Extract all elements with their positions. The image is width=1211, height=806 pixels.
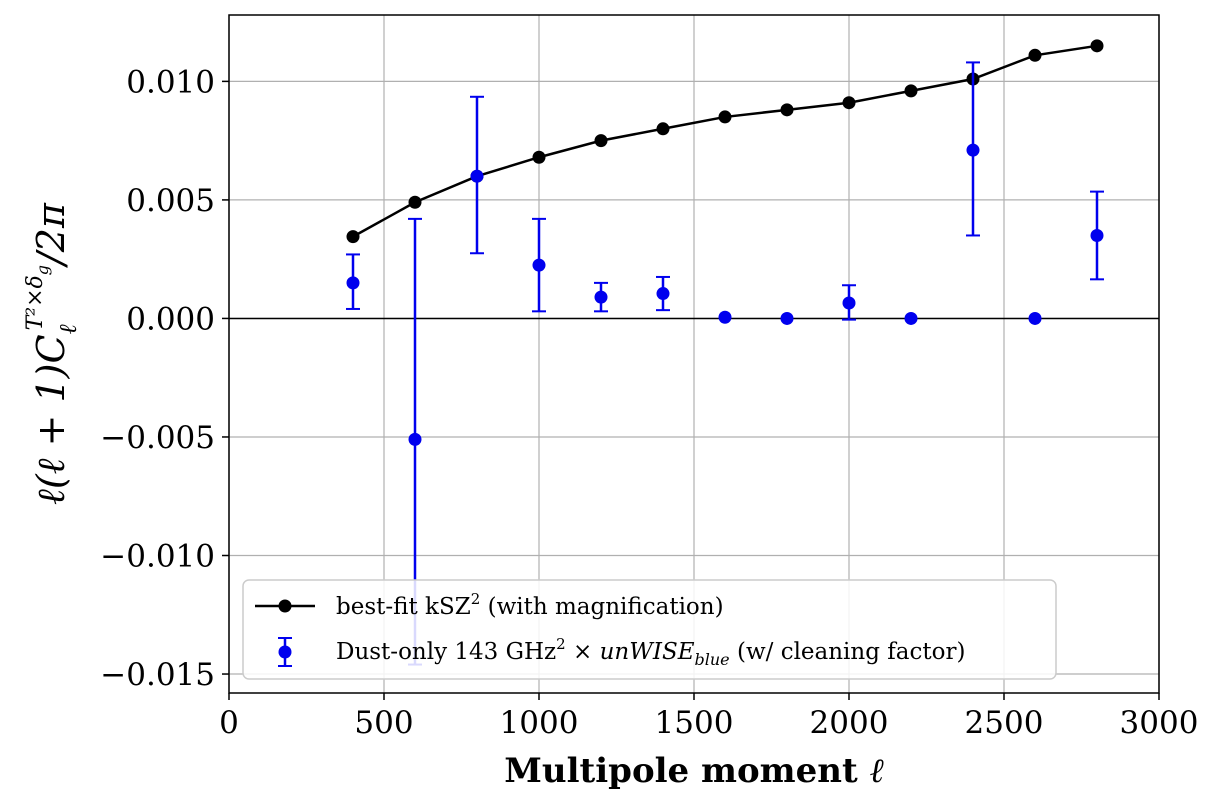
legend: best-fit kSZ2 (with magnification) Dust-…	[242, 579, 1057, 680]
dust-only-point	[656, 287, 670, 301]
y-tick-label: −0.005	[100, 420, 215, 456]
best-fit-point	[346, 230, 360, 244]
x-axis: 0 500 1000 1500 2000 2500 3000	[219, 693, 1198, 741]
best-fit-line	[352, 44, 1098, 238]
y-tick-label: 0.005	[126, 183, 215, 219]
y-tick-label: −0.010	[100, 539, 215, 575]
x-axis-label: Multipole moment ℓ	[504, 751, 883, 791]
series-dust-only	[346, 61, 1104, 666]
dust-only-point	[1028, 311, 1042, 325]
dust-only-point	[966, 143, 980, 157]
dust-only-point	[842, 296, 856, 310]
dust-only-point	[904, 311, 918, 325]
legend-label-dust-only: Dust-only 143 GHz2 × unWISEblue (w/ clea…	[336, 635, 965, 669]
x-tick-label: 500	[354, 705, 413, 741]
best-fit-point	[656, 122, 670, 136]
y-axis-label: ℓ(ℓ + 1)CℓT²×δg/2π	[23, 202, 82, 505]
legend-box	[242, 579, 1057, 680]
dust-only-point	[718, 310, 732, 324]
dust-only-point	[408, 432, 422, 446]
best-fit-point	[842, 96, 856, 110]
dust-only-point	[1090, 228, 1104, 242]
best-fit-point	[1090, 39, 1104, 53]
legend-line-marker	[278, 599, 292, 613]
y-tick-label: −0.015	[100, 657, 215, 693]
legend-label-best-fit: best-fit kSZ2 (with magnification)	[336, 590, 724, 620]
x-tick-label: 0	[219, 705, 239, 741]
best-fit-point	[594, 134, 608, 148]
dust-only-point	[780, 311, 794, 325]
dust-only-point	[594, 290, 608, 304]
y-axis: −0.015 −0.010 −0.005 0.000 0.005 0.010	[100, 64, 229, 693]
best-fit-point	[1028, 48, 1042, 62]
best-fit-point	[904, 84, 918, 98]
best-fit-point	[718, 110, 732, 124]
x-tick-label: 3000	[1120, 705, 1199, 741]
dust-only-point	[532, 258, 546, 272]
legend-err-marker	[278, 645, 292, 659]
dust-only-point	[470, 169, 484, 183]
best-fit-point	[408, 195, 422, 209]
best-fit-point	[532, 150, 546, 164]
y-axis-label-group: ℓ(ℓ + 1)CℓT²×δg/2π	[23, 202, 82, 505]
x-tick-label: 1500	[655, 705, 734, 741]
x-tick-label: 2000	[810, 705, 889, 741]
best-fit-point	[780, 103, 794, 117]
series-best-fit-ksz	[346, 39, 1104, 244]
y-tick-label: 0.010	[126, 64, 215, 100]
y-tick-label: 0.000	[126, 301, 215, 337]
x-tick-label: 1000	[500, 705, 579, 741]
x-tick-label: 2500	[965, 705, 1044, 741]
dust-only-point	[346, 276, 360, 290]
